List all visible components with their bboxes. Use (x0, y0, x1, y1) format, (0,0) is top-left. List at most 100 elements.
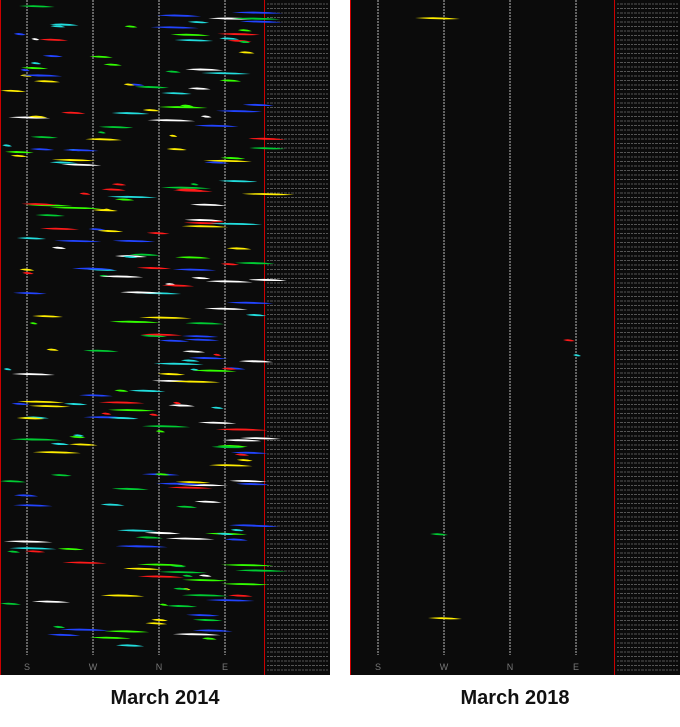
echo-streak (8, 116, 51, 119)
panel-2018 (350, 0, 680, 675)
echo-streak (136, 266, 172, 270)
echo-streak (192, 618, 223, 622)
echo-streak (9, 547, 57, 550)
echo-streak (39, 227, 80, 230)
echo-streak (169, 380, 221, 383)
echo-streak (35, 214, 66, 217)
echo-streak (573, 354, 581, 357)
axis-label: S (375, 662, 381, 672)
axis-label: N (156, 662, 163, 672)
echo-streak (186, 614, 220, 617)
echo-streak (111, 112, 150, 115)
echo-streak (123, 567, 162, 570)
echo-streak (170, 33, 211, 36)
echo-streak (197, 421, 237, 424)
echo-streak (0, 89, 27, 93)
echo-streak (238, 360, 274, 363)
echo-streak (182, 350, 206, 353)
echo-streak (79, 192, 91, 195)
echo-streak (167, 486, 213, 489)
echo-streak (11, 373, 55, 376)
echo-streak (165, 537, 215, 540)
echo-streak (98, 401, 145, 404)
echo-streak (231, 17, 281, 20)
echo-streak (185, 322, 225, 325)
echo-streak (192, 369, 237, 372)
echo-streak (221, 367, 237, 370)
echo-streak (172, 189, 213, 192)
echo-streak (31, 38, 40, 41)
echo-streak (62, 561, 107, 564)
echo-streak (190, 183, 199, 186)
echo-streak (155, 482, 205, 485)
echo-streak (97, 229, 124, 233)
echo-streak (235, 569, 287, 572)
echo-streak (51, 246, 67, 249)
echo-streak (116, 529, 158, 532)
echo-streak (107, 409, 157, 412)
echo-streak (184, 219, 224, 222)
axis-label: W (89, 662, 98, 672)
echo-streak (145, 622, 168, 625)
echo-streak (151, 618, 168, 622)
echo-streak (20, 74, 32, 77)
echo-streak (218, 180, 258, 183)
axis-label: S (24, 662, 30, 672)
echo-streak (89, 636, 131, 639)
echo-streak (182, 579, 229, 582)
echo-streak (104, 630, 150, 633)
echo-streak (220, 263, 240, 266)
echo-streak (175, 505, 198, 508)
echo-streak (32, 451, 81, 454)
echo-streak (61, 163, 102, 166)
echo-streak (114, 389, 129, 392)
echo-streak (71, 267, 115, 270)
echo-streak (79, 394, 113, 397)
echo-streak (236, 483, 270, 486)
echo-streak (209, 222, 263, 225)
axis-label: E (222, 662, 228, 672)
echo-streak (174, 39, 214, 42)
echo-streak (166, 605, 198, 608)
echo-streak (221, 583, 269, 586)
echo-streak (108, 417, 139, 420)
echo-streak (215, 110, 263, 113)
echo-streak (169, 134, 178, 137)
echo-streak (154, 473, 170, 476)
echo-streak (194, 500, 223, 503)
echo-streak (2, 144, 13, 147)
echo-streak (22, 272, 34, 275)
echo-streak (134, 86, 169, 89)
echo-streak (158, 571, 208, 574)
echo-streak (21, 66, 49, 70)
echo-streak (123, 83, 135, 86)
axis-label: W (440, 662, 449, 672)
echo-streak (159, 603, 169, 606)
echo-streak (28, 115, 48, 118)
echo-streak (430, 533, 448, 536)
echo-streak (180, 359, 200, 362)
echo-streak (216, 532, 234, 536)
echo-streak (98, 126, 134, 129)
echo-streak (183, 338, 220, 341)
echo-streak (129, 253, 160, 256)
echo-streak (236, 459, 253, 462)
echo-streak (57, 547, 85, 551)
echo-streak (240, 437, 282, 440)
echo-streak (109, 320, 161, 323)
echo-streak (7, 550, 21, 553)
echo-streak (141, 425, 191, 428)
echo-streak (229, 480, 267, 483)
echo-streak (21, 74, 63, 77)
echo-streak (194, 124, 239, 127)
echo-streak (29, 322, 38, 325)
echo-streak (205, 599, 255, 602)
echo-streak (21, 203, 57, 206)
echo-streak (210, 406, 224, 409)
echo-streak (135, 536, 164, 539)
echo-streak (101, 412, 112, 415)
echo-streak (230, 529, 245, 532)
echo-streak (50, 442, 70, 446)
echo-streak (11, 402, 30, 405)
echo-streak (245, 314, 267, 317)
